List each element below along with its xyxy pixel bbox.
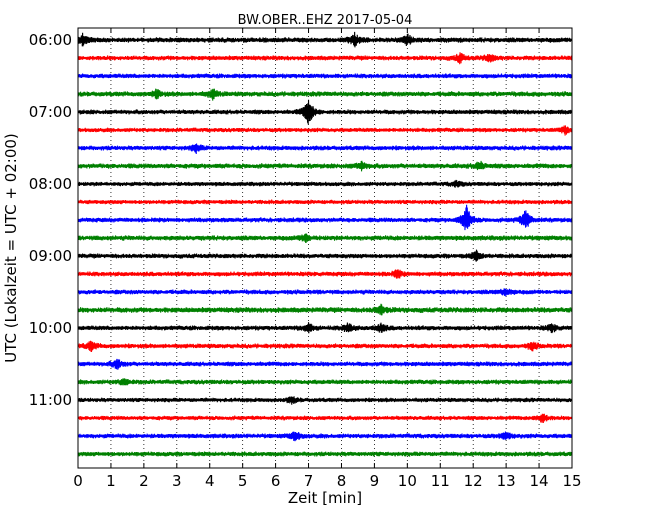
chart-title: BW.OBER..EHZ 2017-05-04 <box>238 13 413 28</box>
x-tick-label: 2 <box>139 472 149 490</box>
seismogram-trace <box>77 73 573 79</box>
y-tick-label: 10:00 <box>29 319 72 337</box>
seismogram-trace <box>77 143 573 154</box>
x-tick-label: 6 <box>271 472 281 490</box>
x-tick-label: 4 <box>205 472 215 490</box>
seismogram-trace <box>77 269 573 279</box>
x-tick-label: 9 <box>370 472 380 490</box>
x-tick-label: 13 <box>497 472 516 490</box>
x-tick-label: 7 <box>304 472 314 490</box>
y-axis: 06:00 07:00 08:00 09:00 10:00 11:00 <box>29 31 572 409</box>
y-tick-label: 09:00 <box>29 247 72 265</box>
seismogram-trace <box>77 340 573 353</box>
seismogram-trace <box>77 303 573 316</box>
x-tick-label: 5 <box>238 472 248 490</box>
seismogram-trace <box>77 199 573 205</box>
x-tick-label: 1 <box>106 472 116 490</box>
seismogram-trace <box>77 451 573 457</box>
seismogram-trace <box>77 179 573 188</box>
x-tick-label: 8 <box>337 472 347 490</box>
y-axis-label: UTC (Lokalzeit = UTC + 02:00) <box>2 133 20 363</box>
seismogram-trace <box>77 88 573 101</box>
x-tick-label: 15 <box>562 472 581 490</box>
y-tick-label: 06:00 <box>29 31 72 49</box>
seismogram-trace <box>77 358 573 370</box>
seismogram-trace <box>77 413 573 424</box>
y-tick-label: 11:00 <box>29 391 72 409</box>
y-tick-label: 08:00 <box>29 175 72 193</box>
seismogram-trace <box>77 431 573 442</box>
x-tick-label: 12 <box>464 472 483 490</box>
seismogram-trace <box>77 31 573 48</box>
seismogram-trace <box>77 99 573 125</box>
seismogram-trace <box>77 125 573 136</box>
trace-layer <box>77 31 573 457</box>
seismogram-trace <box>77 160 573 172</box>
seismogram-trace <box>77 249 573 262</box>
seismogram-trace <box>77 233 573 243</box>
y-tick-label: 07:00 <box>29 103 72 121</box>
seismogram-trace <box>77 204 573 231</box>
seismogram-trace <box>77 322 573 334</box>
x-tick-label: 11 <box>431 472 450 490</box>
x-axis: 0 1 2 3 4 5 6 7 8 9 10 11 12 13 14 15 <box>73 28 582 490</box>
x-tick-label: 10 <box>398 472 417 490</box>
x-axis-label: Zeit [min] <box>288 489 362 507</box>
grid-layer <box>110 28 540 468</box>
x-tick-label: 3 <box>172 472 182 490</box>
x-tick-label: 0 <box>73 472 83 490</box>
seismogram-trace <box>77 52 573 65</box>
x-tick-label: 14 <box>530 472 549 490</box>
seismogram-trace <box>77 288 573 297</box>
seismogram-trace <box>77 396 573 405</box>
plot-frame <box>77 27 573 469</box>
seismogram-trace <box>77 378 573 386</box>
